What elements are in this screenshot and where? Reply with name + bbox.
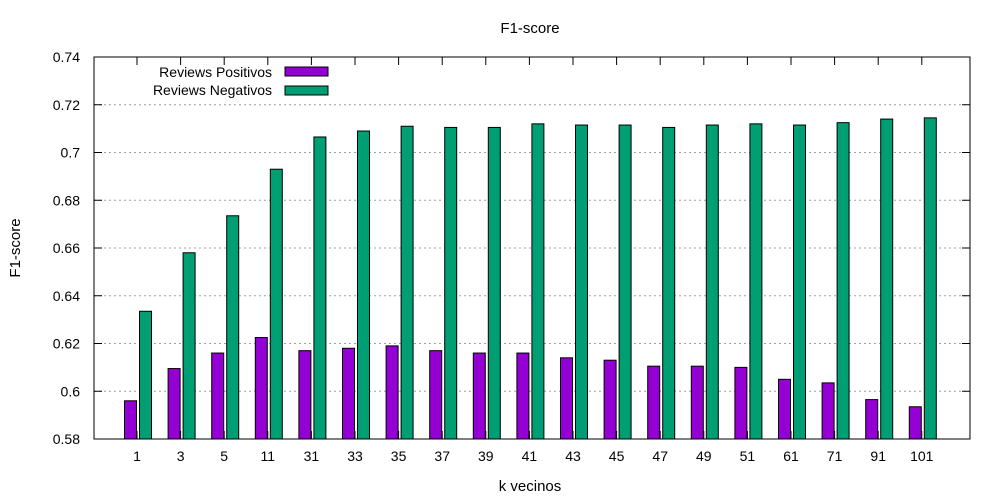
legend-swatch-positivos <box>284 66 329 77</box>
bar-positivos-k91 <box>865 399 879 440</box>
x-tick-label: 51 <box>740 448 756 464</box>
bar-negativos-k5 <box>226 215 240 440</box>
bar-negativos-k51 <box>749 123 763 440</box>
x-tick-label: 3 <box>177 448 185 464</box>
x-tick-label: 47 <box>652 448 668 464</box>
bar-negativos-k37 <box>444 126 458 440</box>
x-tick-label: 5 <box>220 448 228 464</box>
legend-swatch-negativos <box>284 85 329 96</box>
y-tick-label: 0.66 <box>53 240 80 256</box>
bar-negativos-k101 <box>923 117 937 440</box>
bar-positivos-k33 <box>342 347 355 440</box>
y-tick-label: 0.74 <box>53 49 80 65</box>
x-tick-label: 45 <box>609 448 625 464</box>
x-tick-label: 41 <box>522 448 538 464</box>
y-tick-label: 0.68 <box>53 192 80 208</box>
bar-negativos-k91 <box>880 118 894 440</box>
bar-negativos-k3 <box>182 252 196 440</box>
bar-positivos-k45 <box>603 359 617 440</box>
bar-positivos-k3 <box>167 368 181 440</box>
x-tick-label: 11 <box>261 448 276 464</box>
bar-negativos-k35 <box>400 125 414 440</box>
legend-label-positivos: Reviews Positivos <box>159 64 272 80</box>
y-tick-label: 0.64 <box>53 288 80 304</box>
bar-positivos-k5 <box>211 352 225 440</box>
x-tick-label: 35 <box>391 448 407 464</box>
y-tick-label: 0.58 <box>53 431 80 447</box>
x-tick-label: 91 <box>870 448 886 464</box>
x-tick-label: 33 <box>347 448 363 464</box>
bar-negativos-k31 <box>313 136 327 440</box>
bar-positivos-k101 <box>908 406 922 440</box>
x-tick-label: 39 <box>478 448 494 464</box>
legend-label-negativos: Reviews Negativos <box>153 82 272 98</box>
bar-negativos-k39 <box>487 126 501 440</box>
bar-negativos-k41 <box>531 123 545 440</box>
bars <box>124 117 937 440</box>
bar-negativos-k43 <box>575 124 588 440</box>
bar-positivos-k47 <box>647 365 661 440</box>
chart-title: F1-score <box>500 20 559 37</box>
x-tick-label: 61 <box>783 448 799 464</box>
bar-positivos-k39 <box>472 352 486 440</box>
bar-positivos-k41 <box>516 352 530 440</box>
bar-positivos-k71 <box>821 382 835 440</box>
y-tick-label: 0.7 <box>61 145 81 161</box>
bar-negativos-k33 <box>357 130 370 440</box>
bar-negativos-k45 <box>618 124 632 440</box>
x-tick-label: 31 <box>304 448 320 464</box>
x-tick-label: 49 <box>696 448 712 464</box>
y-tick-label: 0.62 <box>53 336 80 352</box>
x-axis-ticks: 1 3 5 11 31 33 35 37 39 41 43 45 47 49 51 61 71 91 101 <box>133 57 934 464</box>
grid-lines <box>94 104 970 392</box>
bar-positivos-k51 <box>734 366 748 440</box>
bar-positivos-k43 <box>560 357 573 440</box>
bar-positivos-k35 <box>385 345 399 440</box>
bar-negativos-k47 <box>662 126 676 440</box>
x-tick-label: 1 <box>133 448 141 464</box>
bar-positivos-k1 <box>124 400 137 440</box>
y-axis-title: F1-score <box>7 218 24 277</box>
x-tick-label: 101 <box>910 448 934 464</box>
y-tick-label: 0.72 <box>53 97 80 113</box>
y-axis-ticks: 0.58 0.6 0.62 0.64 0.66 0.68 0.7 0.72 0.74 <box>53 49 970 447</box>
bar-positivos-k61 <box>778 378 791 440</box>
bar-negativos-k11 <box>269 168 283 440</box>
bar-positivos-k31 <box>298 350 312 440</box>
legend: Reviews Positivos Reviews Negativos <box>153 64 329 98</box>
bar-negativos-k61 <box>793 124 806 440</box>
bar-positivos-k37 <box>429 350 443 440</box>
bar-positivos-k11 <box>254 337 268 440</box>
x-axis-title: k vecinos <box>499 478 562 495</box>
y-tick-label: 0.6 <box>61 383 81 399</box>
bar-negativos-k1 <box>139 310 152 440</box>
x-tick-label: 37 <box>434 448 450 464</box>
bar-negativos-k71 <box>836 122 850 440</box>
bar-positivos-k49 <box>690 365 704 440</box>
x-tick-label: 71 <box>827 448 843 464</box>
bar-negativos-k49 <box>705 124 719 440</box>
x-tick-label: 43 <box>565 448 581 464</box>
